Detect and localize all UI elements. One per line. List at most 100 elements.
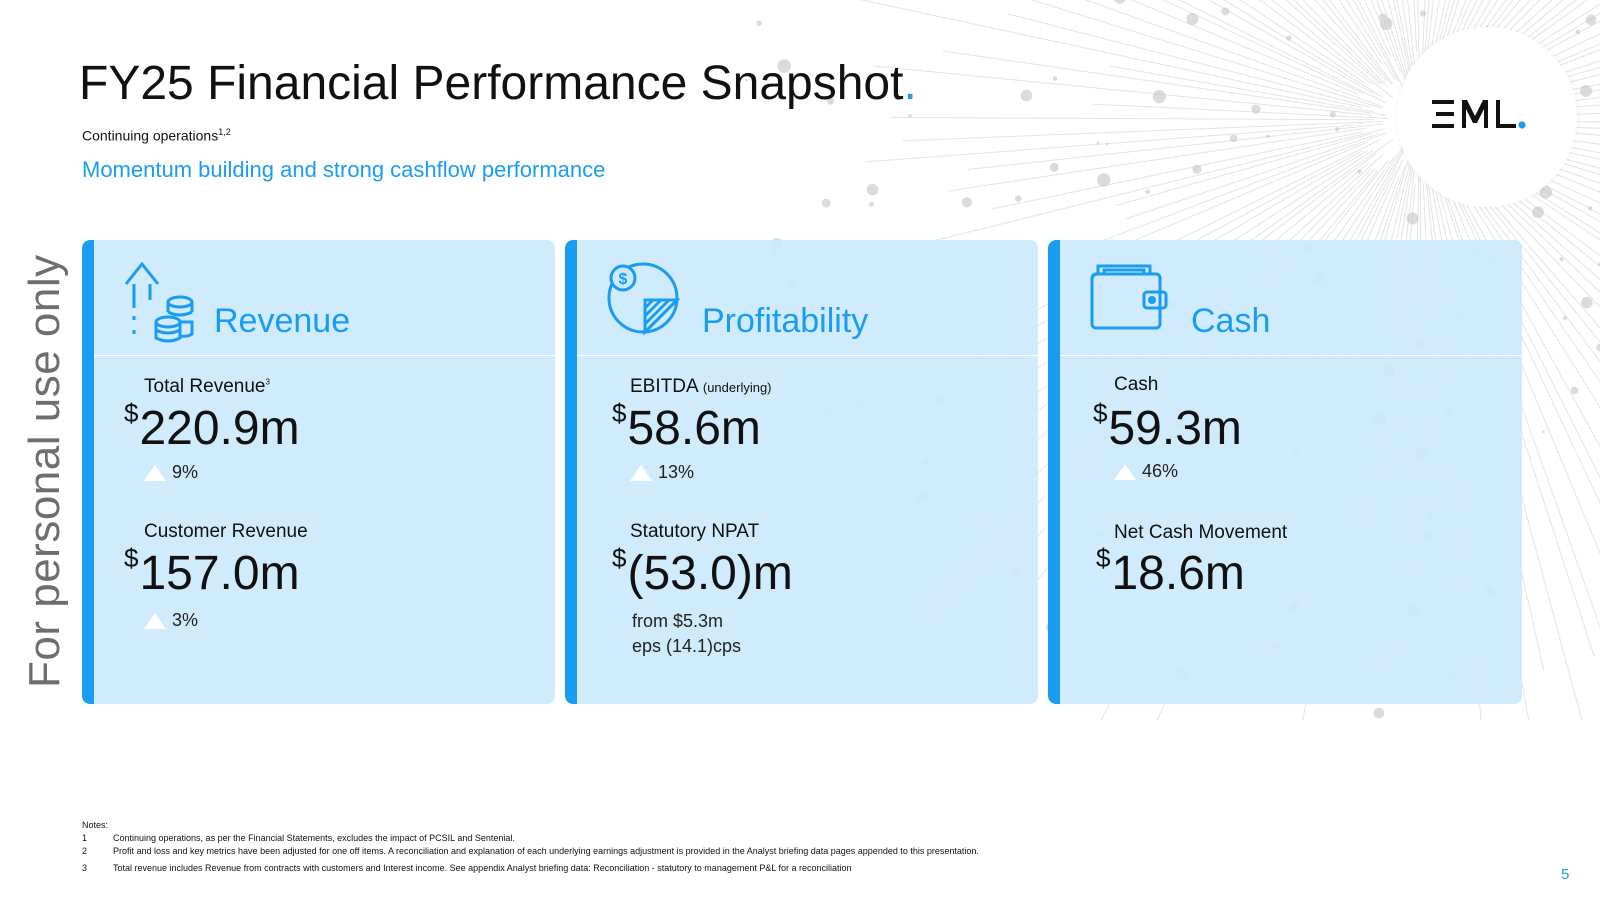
- burst-dot: [1588, 206, 1593, 211]
- burst-line: [947, 127, 1367, 192]
- burst-dot: [1581, 296, 1593, 309]
- burst-dot: [1152, 90, 1166, 104]
- eml-logo-mark: [1432, 100, 1526, 129]
- customer-revenue-value: $157.0m: [124, 543, 300, 600]
- burst-line: [890, 116, 1374, 121]
- card-title-revenue: Revenue: [214, 302, 351, 340]
- burst-dot: [1286, 35, 1292, 41]
- eml-logo: [1397, 27, 1577, 207]
- burst-line: [1271, 0, 1393, 99]
- burst-line: [1007, 13, 1371, 108]
- net-cash-movement-value: $18.6m: [1096, 543, 1245, 600]
- burst-dot: [1192, 164, 1202, 174]
- burst-dot: [1096, 141, 1100, 145]
- burst-dot: [1020, 89, 1033, 102]
- burst-dot: [1542, 430, 1545, 434]
- burst-dot: [777, 59, 792, 73]
- burst-dot: [1251, 104, 1261, 114]
- burst-line: [1393, 0, 1410, 72]
- tagline: Momentum building and strong cashflow pe…: [82, 157, 606, 182]
- burst-line: [1130, 0, 1358, 95]
- page-number: 5: [1561, 866, 1570, 883]
- burst-dot: [1570, 386, 1579, 395]
- burst-dot: [908, 113, 912, 118]
- burst-line: [1357, 0, 1406, 92]
- burst-dot: [745, 79, 748, 82]
- card-divider: [577, 355, 1038, 356]
- burst-dot: [868, 201, 874, 208]
- burst-dot: [1145, 189, 1151, 195]
- burst-dot: [1580, 84, 1593, 97]
- burst-dot: [1575, 29, 1581, 35]
- burst-line: [873, 65, 1373, 116]
- burst-line: [902, 120, 1384, 142]
- profitability-card: $ Profitability EBITDA (underlying) $58.…: [565, 240, 1038, 704]
- pie-chart-dollar-icon: $: [607, 262, 681, 336]
- title-accent-dot: .: [903, 57, 917, 110]
- statutory-npat-value: $(53.0)m: [612, 543, 793, 600]
- up-triangle-icon: [144, 612, 166, 629]
- burst-line: [1223, 0, 1383, 98]
- burst-line: [1425, 0, 1434, 66]
- npat-eps-note: eps (14.1)cps: [632, 636, 742, 656]
- burst-dot: [1334, 127, 1339, 132]
- burst-line: [1322, 0, 1392, 86]
- total-revenue-label: Total Revenue3: [144, 376, 270, 397]
- watermark-for-personal-use-only: For personal use only: [20, 254, 69, 688]
- subtitle-continuing-operations: Continuing operations1,2: [82, 127, 231, 144]
- burst-line: [1434, 0, 1478, 88]
- net-cash-movement-label: Net Cash Movement: [1114, 522, 1288, 543]
- burst-line: [865, 124, 1355, 163]
- burst-dot: [866, 183, 879, 196]
- burst-dot: [1114, 0, 1126, 4]
- burst-line: [1363, 0, 1392, 58]
- revenue-card: Revenue Total Revenue3 $220.9m 9% Custom…: [82, 240, 555, 704]
- burst-line: [1352, 0, 1400, 82]
- burst-dot: [1096, 173, 1111, 187]
- burst-dot: [1266, 134, 1270, 139]
- burst-dot: [1373, 707, 1385, 719]
- wallet-icon: [1090, 264, 1168, 330]
- burst-line: [1432, 0, 1460, 82]
- burst-line: [1453, 168, 1600, 383]
- burst-dot: [1186, 12, 1199, 25]
- burst-line: [942, 50, 1387, 116]
- burst-dot: [1597, 262, 1600, 267]
- burst-dot: [1532, 206, 1544, 219]
- burst-line: [1484, 139, 1600, 176]
- customer-revenue-label: Customer Revenue: [144, 521, 308, 542]
- burst-dot: [1539, 186, 1553, 199]
- burst-line: [1285, 0, 1380, 85]
- npat-prior-note: from $5.3m: [632, 611, 724, 631]
- burst-line: [1126, 133, 1380, 220]
- burst-dot: [1562, 315, 1567, 321]
- card-accent-bar: [82, 240, 94, 704]
- card-title-cash: Cash: [1191, 302, 1271, 340]
- burst-line: [1448, 157, 1600, 363]
- total-revenue-value: $220.9m: [124, 398, 300, 455]
- burst-line: [1115, 133, 1372, 206]
- footnote-row: 2 Profit and loss and key metrics have be…: [82, 846, 979, 856]
- footnote-row: 3 Total revenue includes Revenue from con…: [82, 863, 852, 873]
- burst-line: [860, 0, 1363, 109]
- burst-dot: [1049, 162, 1059, 172]
- burst-line: [1314, 0, 1387, 82]
- burst-dot: [827, 97, 835, 105]
- burst-line: [1444, 0, 1514, 89]
- burst-line: [1430, 0, 1446, 68]
- card-title-profitability: Profitability: [702, 302, 869, 340]
- burst-line: [1030, 0, 1383, 109]
- ebitda-label: EBITDA (underlying): [630, 376, 772, 397]
- burst-line: [1338, 0, 1384, 65]
- burst-dot: [1406, 212, 1419, 225]
- total-revenue-change: 9%: [144, 462, 198, 483]
- burst-line: [1178, 0, 1386, 104]
- burst-dot: [1357, 169, 1362, 174]
- burst-line: [1381, 0, 1409, 83]
- burst-dot: [961, 197, 973, 208]
- up-triangle-icon: [1114, 463, 1136, 480]
- burst-line: [1370, 0, 1402, 73]
- burst-line: [1476, 43, 1600, 97]
- card-divider: [1060, 355, 1522, 356]
- burst-line: [1449, 156, 1600, 343]
